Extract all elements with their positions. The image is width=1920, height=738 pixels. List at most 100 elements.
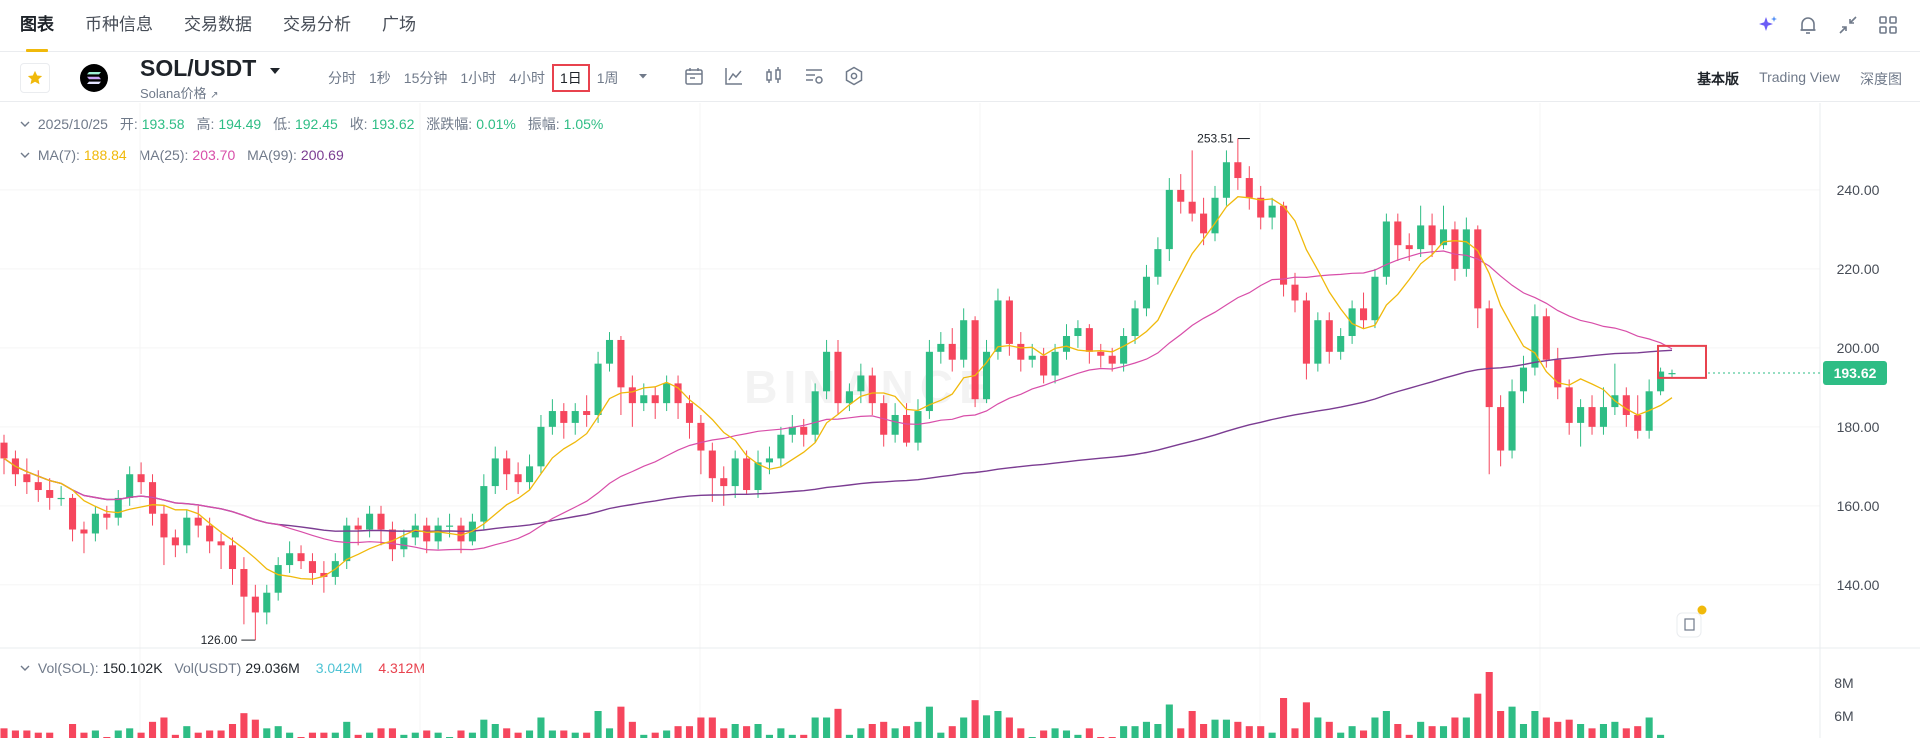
candle-body bbox=[1142, 276, 1151, 309]
volume-bar bbox=[503, 728, 511, 738]
interval-1w[interactable]: 1周 bbox=[596, 70, 619, 86]
collapse-legend-icon[interactable] bbox=[20, 116, 34, 132]
volume-bar bbox=[388, 728, 396, 738]
tab-coin-info[interactable]: 币种信息 bbox=[85, 15, 153, 34]
candle-body bbox=[183, 517, 191, 546]
candle-body bbox=[1428, 225, 1436, 246]
interval-15m[interactable]: 15分钟 bbox=[403, 70, 448, 86]
candle-body bbox=[754, 462, 762, 491]
candle-body bbox=[457, 525, 465, 542]
favorite-button[interactable] bbox=[20, 63, 50, 93]
vol-usdt-value: 29.036M bbox=[245, 660, 300, 676]
volume-bar bbox=[1588, 728, 1596, 738]
interval-1h[interactable]: 1小时 bbox=[460, 70, 497, 86]
candle-body bbox=[1268, 205, 1276, 218]
volume-bar bbox=[754, 724, 762, 738]
candle-body bbox=[251, 596, 259, 613]
ai-sparkle-icon[interactable] bbox=[1756, 13, 1780, 37]
candle-body bbox=[1097, 351, 1105, 356]
interval-time-sharing[interactable]: 分时 bbox=[328, 70, 356, 86]
settings-list-icon[interactable] bbox=[803, 65, 825, 87]
volume-bar bbox=[788, 734, 796, 738]
view-depth-chart[interactable]: 深度图 bbox=[1860, 71, 1902, 87]
indicator-icon[interactable] bbox=[723, 65, 745, 87]
volume-bar bbox=[925, 706, 933, 738]
candle-body bbox=[1668, 373, 1676, 375]
coin-price-link[interactable]: Solana价格 ↗ bbox=[140, 83, 219, 102]
volume-bar bbox=[560, 730, 568, 738]
high-label: 高: bbox=[196, 116, 215, 132]
volume-bar bbox=[1417, 721, 1425, 738]
volume-bar bbox=[160, 717, 168, 738]
collapse-vol-icon[interactable] bbox=[20, 660, 34, 676]
close-value: 193.62 bbox=[371, 116, 415, 132]
candle-body bbox=[423, 525, 431, 542]
interval-1d[interactable]: 1日 bbox=[551, 64, 590, 92]
volume-bar bbox=[1188, 711, 1196, 738]
more-intervals-icon[interactable] bbox=[636, 69, 650, 88]
candle-body bbox=[1211, 197, 1219, 234]
volume-bar bbox=[1382, 711, 1390, 738]
candle-body bbox=[708, 450, 716, 479]
trading-pair[interactable]: SOL/USDT bbox=[140, 55, 257, 81]
candle-body bbox=[1280, 205, 1288, 285]
tab-square[interactable]: 广场 bbox=[382, 15, 416, 34]
candle-body bbox=[674, 383, 682, 404]
hexagon-settings-icon[interactable] bbox=[843, 65, 865, 87]
candle-body bbox=[743, 458, 751, 491]
collapse-icon[interactable] bbox=[1836, 13, 1860, 37]
candle-body bbox=[1325, 320, 1333, 352]
candle-type-icon[interactable] bbox=[763, 65, 785, 87]
pair-caret-icon[interactable] bbox=[268, 64, 282, 83]
tab-chart[interactable]: 图表 bbox=[20, 0, 54, 52]
candle-body bbox=[914, 411, 922, 443]
volume-bar bbox=[1074, 734, 1082, 738]
candle-body bbox=[1188, 201, 1196, 214]
vol-ma5-value: 3.042M bbox=[315, 660, 363, 676]
layout-icon[interactable] bbox=[1876, 13, 1900, 37]
volume-bar bbox=[994, 711, 1002, 738]
volume-bar bbox=[0, 728, 8, 738]
candle-body bbox=[1234, 162, 1242, 179]
view-basic[interactable]: 基本版 bbox=[1697, 71, 1740, 87]
candle-body bbox=[1302, 300, 1310, 364]
candle-body bbox=[1577, 407, 1585, 423]
bell-icon[interactable] bbox=[1796, 13, 1820, 37]
price-tick-label: 240.00 bbox=[1837, 182, 1880, 198]
candle-body bbox=[994, 300, 1002, 352]
volume-bar bbox=[1348, 726, 1356, 738]
interval-1s[interactable]: 1秒 bbox=[369, 70, 391, 86]
candle-body bbox=[1005, 300, 1013, 344]
candle-body bbox=[663, 383, 671, 404]
volume-bar bbox=[903, 726, 911, 738]
volume-bar bbox=[251, 719, 259, 738]
volume-bar bbox=[457, 730, 465, 738]
volume-bar bbox=[1302, 702, 1310, 738]
candle-body bbox=[1439, 229, 1448, 246]
volume-bar bbox=[1462, 717, 1470, 738]
volume-bar bbox=[811, 717, 819, 738]
ohlc-legend: 2025/10/25 开: 193.58 高: 194.49 低: 192.45 收:… bbox=[20, 114, 611, 134]
current-price-tag bbox=[1823, 361, 1887, 386]
volume-bar bbox=[1634, 726, 1642, 738]
volume-bar bbox=[651, 732, 659, 738]
price-chart[interactable]: BINANCE 140.00 160.00 180.00 200.00 220.00 240… bbox=[0, 103, 1920, 738]
volume-bar bbox=[914, 721, 922, 738]
chart-toolbar: SOL/USDT Solana价格 ↗ 分时 1秒 15分钟 1小时 4小时 1… bbox=[0, 52, 1920, 102]
candle-body bbox=[1531, 316, 1539, 368]
tab-trading-analysis[interactable]: 交易分析 bbox=[283, 15, 351, 34]
candle-body bbox=[903, 414, 911, 443]
candle-body bbox=[811, 391, 819, 435]
interval-4h[interactable]: 4小时 bbox=[509, 70, 545, 86]
volume-bar bbox=[971, 700, 979, 738]
candle-body bbox=[868, 375, 876, 404]
collapse-ma-icon[interactable] bbox=[20, 147, 34, 163]
candle-body bbox=[91, 513, 99, 534]
candle-body bbox=[1565, 387, 1573, 423]
candle-body bbox=[1508, 391, 1516, 451]
ma7-value: 188.84 bbox=[83, 147, 127, 163]
tab-trading-data[interactable]: 交易数据 bbox=[184, 15, 252, 34]
view-trading-view[interactable]: Trading View bbox=[1759, 69, 1840, 85]
candle-body bbox=[1245, 178, 1253, 198]
calendar-icon[interactable] bbox=[683, 65, 705, 87]
